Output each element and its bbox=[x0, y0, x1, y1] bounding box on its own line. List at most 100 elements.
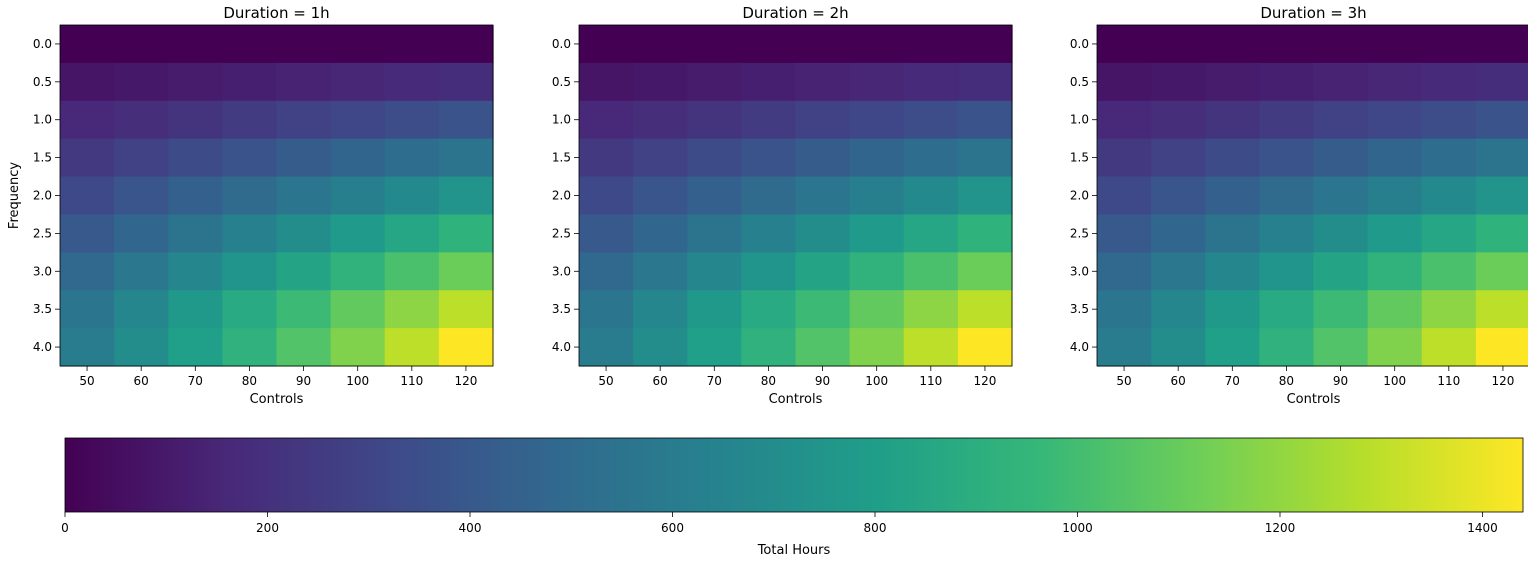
heatmap-cell bbox=[1421, 252, 1477, 291]
heatmap-cell bbox=[687, 62, 742, 102]
heatmap-cell bbox=[579, 25, 634, 64]
heatmap-cell bbox=[903, 328, 959, 367]
heatmap-cell bbox=[633, 252, 688, 291]
heatmap-cell bbox=[687, 138, 742, 178]
y-tick-label: 2.0 bbox=[552, 189, 571, 203]
heatmap-cell bbox=[903, 138, 959, 178]
heatmap-cell bbox=[687, 290, 742, 329]
heatmap-cell bbox=[114, 290, 169, 329]
y-tick-label: 3.0 bbox=[552, 264, 571, 278]
heatmap-cell bbox=[1421, 62, 1477, 102]
heatmap-cell bbox=[1259, 62, 1315, 102]
heatmap-cell bbox=[276, 252, 332, 291]
heatmap-cell bbox=[1475, 100, 1528, 140]
heatmap-cell bbox=[438, 214, 494, 253]
heatmap-cell bbox=[957, 214, 1013, 253]
heatmap-cell bbox=[957, 62, 1013, 102]
heatmap-cell bbox=[633, 100, 688, 140]
x-tick-label: 50 bbox=[1116, 374, 1131, 388]
heatmap-cell bbox=[60, 214, 115, 253]
heatmap-cell bbox=[168, 214, 223, 253]
heatmap-cell bbox=[795, 138, 851, 178]
heatmap-cell bbox=[1421, 290, 1477, 329]
heatmap-cell bbox=[687, 176, 742, 216]
heatmap-cell bbox=[741, 100, 797, 140]
y-tick-label: 0.5 bbox=[1070, 75, 1089, 89]
heatmap-cell bbox=[1205, 62, 1260, 102]
x-axis-label: Controls bbox=[769, 392, 823, 407]
y-tick-label: 3.0 bbox=[33, 264, 52, 278]
heatmap-cell bbox=[1151, 214, 1206, 253]
heatmap-cell bbox=[1313, 176, 1369, 216]
heatmap-cell bbox=[1097, 62, 1152, 102]
colorbar-tick-label: 600 bbox=[661, 521, 684, 535]
heatmap-cell bbox=[957, 328, 1013, 367]
heatmap-cell bbox=[1367, 100, 1423, 140]
heatmap-cell bbox=[579, 290, 634, 329]
heatmap-cell bbox=[903, 214, 959, 253]
heatmap-cell bbox=[60, 328, 115, 367]
heatmap-cell bbox=[1205, 100, 1260, 140]
heatmap-cell bbox=[741, 176, 797, 216]
heatmap-cell bbox=[1313, 100, 1369, 140]
heatmap-cell bbox=[222, 138, 278, 178]
heatmap-cell bbox=[849, 290, 905, 329]
heatmap-cell bbox=[168, 252, 223, 291]
heatmap-cell bbox=[1367, 62, 1423, 102]
heatmap-cell bbox=[741, 25, 797, 64]
x-tick-label: 80 bbox=[242, 374, 257, 388]
heatmap-cell bbox=[687, 214, 742, 253]
heatmap-cell bbox=[438, 62, 494, 102]
x-tick-label: 50 bbox=[598, 374, 613, 388]
heatmap-cell bbox=[1367, 290, 1423, 329]
x-tick-label: 90 bbox=[296, 374, 311, 388]
heatmap-cell bbox=[384, 25, 440, 64]
heatmap-cell bbox=[168, 290, 223, 329]
y-tick-label: 1.0 bbox=[33, 113, 52, 127]
heatmap-cell bbox=[384, 138, 440, 178]
heatmap-cell bbox=[957, 25, 1013, 64]
x-tick-label: 90 bbox=[815, 374, 830, 388]
heatmap-cell bbox=[60, 100, 115, 140]
heatmap-cell bbox=[633, 290, 688, 329]
panel-title: Duration = 1h bbox=[223, 4, 329, 22]
heatmap-cell bbox=[903, 176, 959, 216]
heatmap-cell bbox=[1313, 290, 1369, 329]
y-tick-label: 3.5 bbox=[1070, 302, 1089, 316]
x-tick-label: 80 bbox=[761, 374, 776, 388]
y-tick-label: 3.5 bbox=[552, 302, 571, 316]
heatmap-cell bbox=[1421, 138, 1477, 178]
heatmap-cell bbox=[1421, 328, 1477, 367]
heatmap-cell bbox=[741, 290, 797, 329]
heatmap-cell bbox=[60, 25, 115, 64]
heatmap-cell bbox=[384, 214, 440, 253]
heatmap-cell bbox=[741, 62, 797, 102]
x-tick-label: 80 bbox=[1279, 374, 1294, 388]
heatmap-cell bbox=[114, 214, 169, 253]
heatmap-cell bbox=[60, 252, 115, 291]
heatmap-cell bbox=[384, 290, 440, 329]
heatmap-cell bbox=[438, 176, 494, 216]
heatmap-cell bbox=[795, 214, 851, 253]
heatmap-cell bbox=[1313, 138, 1369, 178]
x-axis-label: Controls bbox=[1287, 392, 1341, 407]
colorbar-tick-label: 400 bbox=[459, 521, 482, 535]
heatmap-cell bbox=[1205, 138, 1260, 178]
heatmap-cell bbox=[1097, 252, 1152, 291]
heatmap-cell bbox=[168, 100, 223, 140]
heatmap-cell bbox=[114, 176, 169, 216]
heatmap-cell bbox=[222, 290, 278, 329]
heatmap-cell bbox=[1097, 214, 1152, 253]
colorbar-tick-label: 0 bbox=[61, 521, 69, 535]
x-tick-label: 120 bbox=[1491, 374, 1514, 388]
heatmap-cell bbox=[795, 25, 851, 64]
heatmap-cell bbox=[1475, 62, 1528, 102]
heatmap-cell bbox=[276, 25, 332, 64]
panel-title: Duration = 2h bbox=[742, 4, 848, 22]
heatmap-cell bbox=[1205, 176, 1260, 216]
y-tick-label: 0.5 bbox=[552, 75, 571, 89]
heatmap-cell bbox=[957, 138, 1013, 178]
heatmap-cell bbox=[438, 25, 494, 64]
colorbar-tick-label: 1000 bbox=[1062, 521, 1093, 535]
y-tick-label: 4.0 bbox=[552, 340, 571, 354]
